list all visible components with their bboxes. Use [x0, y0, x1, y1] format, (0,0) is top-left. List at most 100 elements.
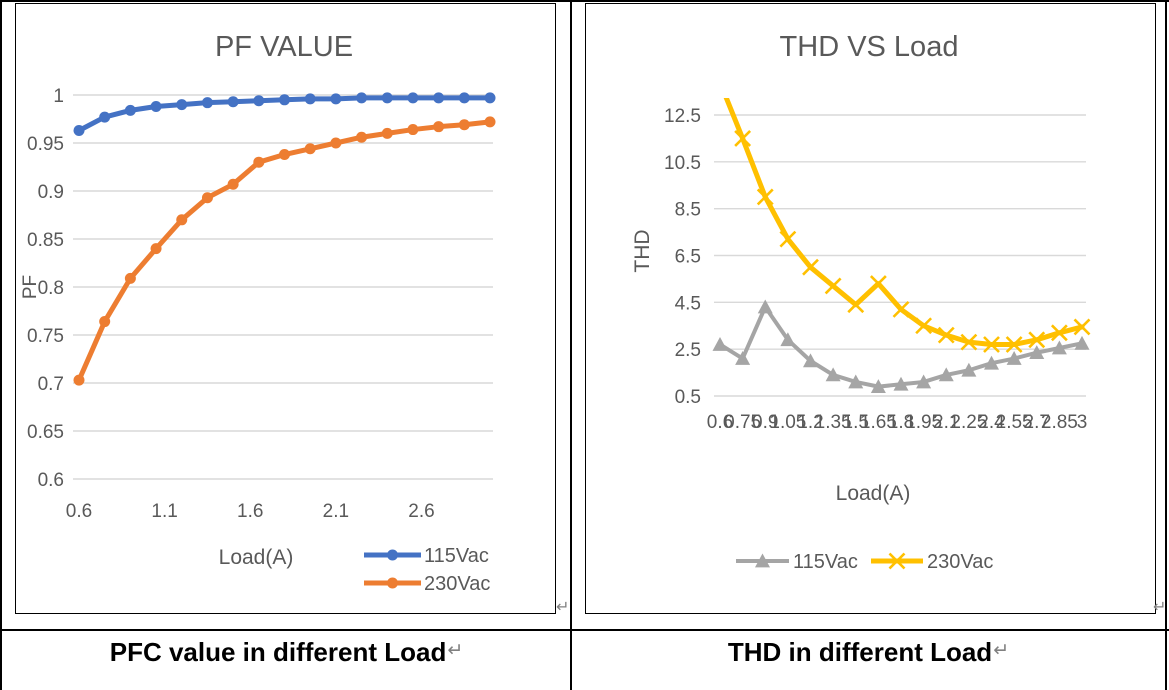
data-point-marker: [1074, 335, 1090, 350]
data-point-marker: [824, 277, 842, 295]
data-point-marker: [387, 549, 398, 561]
data-point-marker: [253, 156, 265, 168]
x-axis-tick-label: 1.35: [815, 412, 852, 433]
thd-chart-object[interactable]: THD VS Load 12.5 10.5 8.5 6.5 4.5 2.5 0.5 THD 0.6…: [585, 3, 1156, 614]
data-point-marker: [869, 275, 887, 293]
data-point-marker: [734, 129, 752, 147]
data-point-marker: [1005, 336, 1023, 353]
data-point-marker: [888, 552, 906, 570]
data-point-marker: [387, 577, 398, 589]
x-axis-tick-label: 2.25: [950, 412, 987, 433]
data-point-marker: [407, 92, 419, 104]
x-axis-tick-label: 3: [1077, 412, 1088, 433]
y-axis-tick-label: 0.5: [675, 387, 701, 408]
legend-label: 115Vac: [424, 545, 489, 567]
caption-thd: THD in different Load: [727, 637, 993, 667]
data-point-marker: [983, 336, 1000, 353]
data-point-marker: [176, 214, 188, 226]
y-axis-tick-label: 0.9: [38, 182, 64, 203]
legend-item-115Vac: 115Vac: [736, 551, 858, 573]
data-point-marker: [253, 95, 265, 107]
x-axis-tick-label: 0.75: [724, 412, 761, 433]
data-point-marker: [961, 362, 977, 377]
pf-chart-object[interactable]: PF VALUE 1 0.95 0.9 0.85 0.8 0.75 0.7 0.65 0.6 PF 0…: [15, 3, 556, 614]
object-anchor-icon: ↵: [1153, 597, 1167, 616]
series-line: [718, 305, 1084, 389]
data-point-marker: [304, 143, 316, 155]
data-point-marker: [1073, 318, 1091, 336]
x-axis-tick-label: 2.4: [978, 412, 1005, 433]
y-axis-tick-label: 0.75: [27, 326, 64, 347]
series-230Vac: [73, 116, 496, 386]
data-point-marker: [780, 332, 796, 347]
data-point-marker: [802, 258, 819, 276]
table-border-right: [1165, 0, 1167, 690]
x-axis-tick-label: 2.7: [1024, 412, 1050, 433]
data-point-marker: [201, 97, 213, 109]
data-point-marker: [915, 317, 933, 335]
data-point-marker: [227, 96, 239, 108]
x-axis-tick-label: 1.65: [860, 412, 897, 433]
data-point-marker: [99, 316, 111, 328]
x-axis-title: Load(A): [219, 546, 294, 569]
data-point-marker: [433, 92, 445, 104]
data-point-marker: [330, 93, 342, 105]
data-point-marker: [937, 326, 955, 344]
data-point-marker: [330, 137, 342, 149]
series-line: [76, 119, 493, 383]
legend-label: 230Vac: [927, 551, 993, 573]
x-axis-tick-label: 1.1: [151, 501, 177, 522]
data-point-marker: [1050, 324, 1068, 342]
y-axis-title: THD: [631, 229, 654, 272]
y-axis-tick-label: 10.5: [664, 153, 701, 174]
pf-chart-canvas: PF VALUE 1 0.95 0.9 0.85 0.8 0.75 0.7 0.65 0.6 PF 0…: [20, 31, 496, 595]
x-axis-tick-label: 0.6: [707, 412, 733, 433]
data-point-marker: [713, 75, 728, 90]
y-axis-tick-label: 12.5: [664, 106, 701, 127]
data-point-marker: [99, 111, 111, 123]
data-point-marker: [756, 188, 774, 206]
data-point-marker: [458, 119, 470, 131]
caption-cell-right: THD in different Load ↵: [572, 631, 1165, 690]
y-axis-tick-label: 8.5: [675, 200, 701, 221]
caption-pf: PFC value in different Load: [109, 637, 447, 667]
data-point-marker: [176, 99, 188, 111]
legend-label: 115Vac: [793, 551, 858, 573]
x-axis-tick-label: 2.1: [323, 501, 349, 522]
data-point-marker: [1029, 345, 1045, 360]
x-axis-tick-label: 0.6: [66, 501, 92, 522]
y-axis-title: PF: [20, 275, 41, 299]
data-point-marker: [848, 374, 864, 389]
data-point-marker: [150, 243, 162, 255]
x-axis-tick-label: 1.6: [237, 501, 263, 522]
data-point-marker: [712, 336, 728, 351]
data-point-marker: [407, 124, 419, 136]
data-point-marker: [870, 379, 886, 394]
series-line: [723, 98, 1085, 347]
data-point-marker: [892, 300, 910, 318]
x-axis-tick-label: 2.6: [408, 501, 434, 522]
x-axis-tick-label: 2.85: [1041, 412, 1078, 433]
x-axis-tick-label: 1.2: [797, 412, 823, 433]
caption-cell-left: PFC value in different Load ↵: [2, 631, 571, 690]
data-point-marker: [484, 116, 496, 128]
data-point-marker: [735, 351, 751, 365]
series-230Vac: [713, 75, 1091, 353]
data-point-marker: [458, 92, 470, 104]
y-axis-tick-label: 1: [53, 86, 64, 107]
x-axis-tick-label: 1.95: [905, 412, 942, 433]
data-point-marker: [356, 131, 368, 143]
data-point-marker: [1006, 351, 1022, 365]
data-point-marker: [201, 192, 213, 204]
data-point-marker: [1028, 331, 1046, 349]
x-axis-tick-label: 1.05: [769, 412, 806, 433]
legend-item-230Vac: 230Vac: [871, 551, 993, 573]
y-axis-tick-label: 0.95: [27, 134, 64, 155]
data-point-marker: [803, 353, 818, 368]
data-point-marker: [984, 355, 999, 370]
y-axis-tick-label: 2.5: [675, 340, 701, 361]
data-point-marker: [150, 101, 162, 113]
table-border-caption-row: [0, 629, 1169, 631]
chart-title: PF VALUE: [215, 31, 353, 63]
